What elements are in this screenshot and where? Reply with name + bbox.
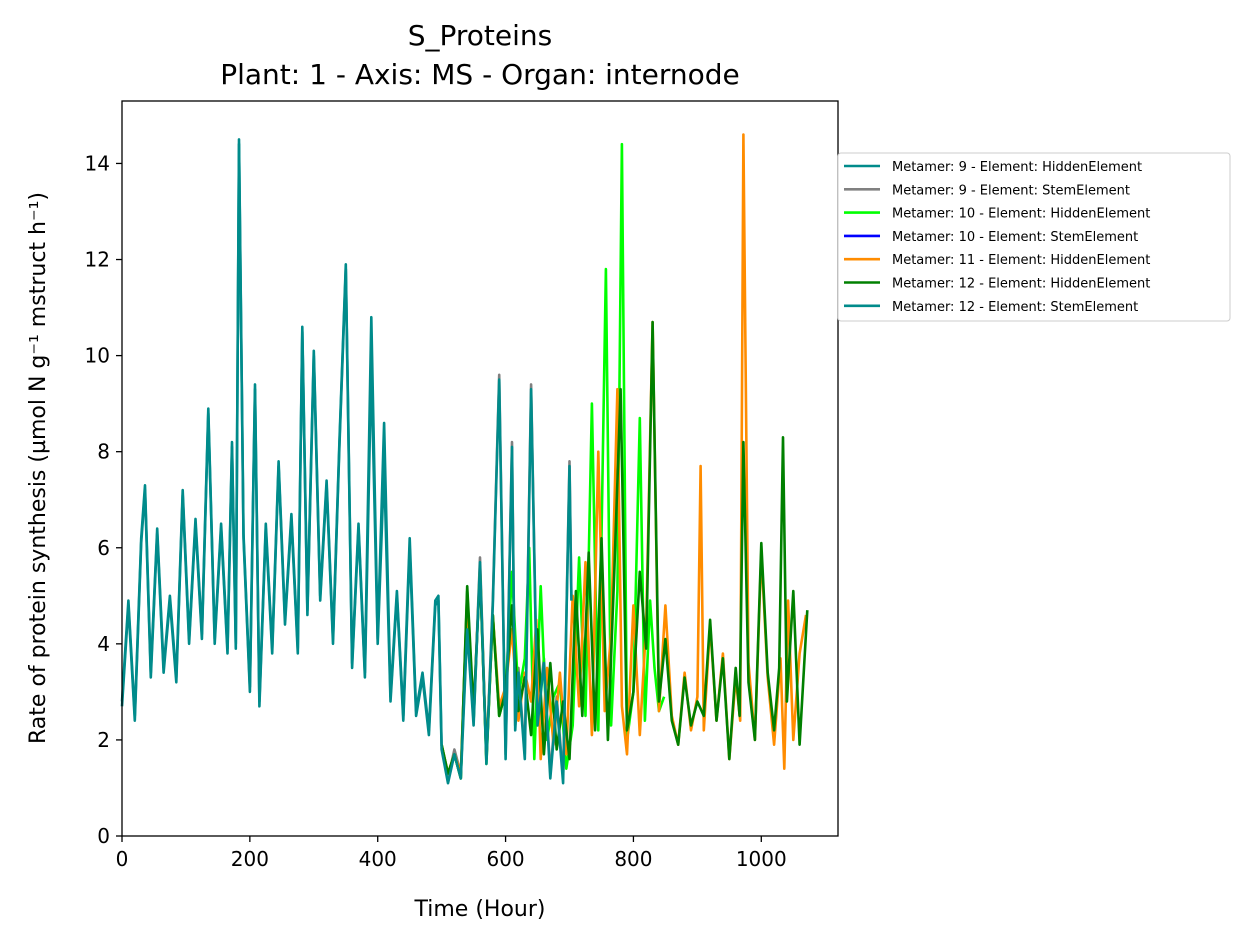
chart-title: S_Proteins	[408, 19, 553, 52]
y-tick-label-6: 12	[85, 248, 110, 272]
legend-items: Metamer: 9 - Element: HiddenElement Metam…	[844, 160, 1150, 315]
series-layer	[120, 133, 809, 785]
x-axis-label: Time (Hour)	[414, 897, 546, 922]
y-tick-label-2: 4	[97, 632, 110, 656]
legend: Metamer: 9 - Element: HiddenElement Metam…	[837, 152, 1231, 322]
y-tick-label-0: 0	[97, 824, 110, 848]
x-tick-label-2: 400	[359, 847, 397, 871]
y-tick-label-7: 14	[85, 151, 110, 175]
x-tick-label-0: 0	[116, 847, 129, 871]
legend-label-3: Metamer: 10 - Element: StemElement	[892, 230, 1138, 245]
x-tick-label-4: 800	[614, 847, 652, 871]
plot-frame	[121, 100, 839, 837]
y-tick-label-4: 8	[97, 440, 110, 464]
legend-frame	[837, 152, 1231, 322]
y-tick-label-5: 10	[85, 344, 110, 368]
plot-area	[122, 101, 838, 836]
x-tick-label-3: 600	[486, 847, 524, 871]
y-axis-label: Rate of protein synthesis (µmol N g⁻¹ ms…	[26, 192, 51, 744]
x-axis: 0 200 400 600 800 1000	[116, 836, 787, 871]
chart-subtitle: Plant: 1 - Axis: MS - Organ: internode	[220, 58, 740, 91]
y-tick-label-1: 2	[97, 728, 110, 752]
x-tick-label-1: 200	[231, 847, 269, 871]
legend-label-5: Metamer: 12 - Element: HiddenElement	[892, 277, 1150, 292]
legend-label-6: Metamer: 12 - Element: StemElement	[892, 300, 1138, 315]
legend-label-2: Metamer: 10 - Element: HiddenElement	[892, 207, 1150, 222]
legend-label-0: Metamer: 9 - Element: HiddenElement	[892, 160, 1142, 175]
legend-label-4: Metamer: 11 - Element: HiddenElement	[892, 253, 1150, 268]
legend-label-1: Metamer: 9 - Element: StemElement	[892, 183, 1130, 198]
y-axis: 0 2 4 6 8 10 12 14	[85, 151, 122, 848]
series-line-6	[120, 142, 573, 785]
x-tick-label-5: 1000	[736, 847, 787, 871]
y-tick-label-3: 6	[97, 536, 110, 560]
